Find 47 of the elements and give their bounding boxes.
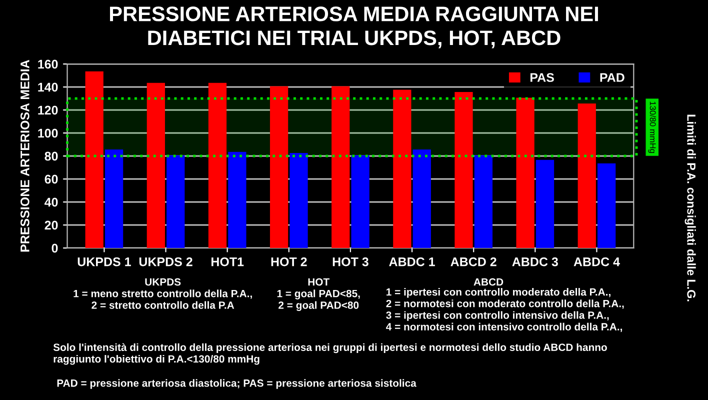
text: HOT 1 = goal PAD<85, 2 = goal PAD<80: [277, 278, 360, 311]
y-tick-label: 80: [44, 152, 58, 161]
bar: [578, 104, 596, 248]
y-axis-title: PRESSIONE ARTERIOSA MEDIA: [20, 60, 30, 252]
bar: [598, 163, 616, 248]
bar: [412, 150, 431, 248]
text: PAD = pressione arteriosa diastolica; PAS = pressione arteriosa sistolica: [57, 379, 416, 389]
bar: [516, 98, 534, 248]
bar: [146, 82, 165, 248]
bar: [104, 150, 124, 248]
bar: [85, 71, 104, 248]
bar: [166, 155, 185, 248]
bar: [208, 82, 227, 248]
bar: [332, 86, 350, 248]
bar: [270, 86, 288, 248]
text: Solo l'intensità di controllo della pressione arteriosa nei gruppi di ipertesi e normotesi dello studio ABCD hanno raggiunto l'obiettivo di P.A.<130/80 mmHg: [53, 343, 607, 365]
x-tick-label: ABDC 3: [512, 257, 558, 266]
bar: [474, 155, 493, 248]
x-tick-label: ABDC 4: [574, 257, 620, 266]
bar: [351, 155, 370, 248]
x-tick-label: HOT1: [212, 257, 244, 266]
y-tick-label: 120: [38, 106, 58, 115]
y-tick-label: 0: [52, 244, 58, 253]
y-tick-label: 20: [44, 220, 58, 230]
legend-label: PAS: [530, 73, 554, 82]
text: ABCD 1 = ipertesi con controllo moderato della P.A., 2 = normotesi con moderato controllo della P.A., 3 = ipertesi con controllo intensivo della P.A., 4 = normotesi con intensivo controllo della P.A.,: [386, 278, 624, 332]
chart-title: PRESSIONE ARTERIOSA MEDIA RAGGIUNTA NEI DIABETICI NEI TRIAL UKPDS, HOT, ABCD: [110, 6, 598, 48]
bar: [228, 152, 246, 248]
text: Limiti di P.A. consigliati dalle L.G.: [684, 114, 696, 302]
x-tick-label: HOT 3: [332, 257, 368, 266]
y-tick-label: 100: [38, 128, 58, 138]
legend-label: PAD: [600, 73, 624, 82]
x-tick-label: HOT 2: [271, 257, 307, 266]
x-tick-label: UKPDS 1: [78, 257, 131, 266]
bar: [454, 92, 473, 248]
band-label: 130/80 mmHg: [648, 102, 656, 153]
x-tick-label: ABCD 2: [450, 257, 496, 266]
y-tick-label: 60: [44, 174, 58, 184]
y-tick-label: 160: [38, 60, 58, 69]
bar: [290, 153, 308, 248]
bar: [393, 90, 412, 248]
text: UKPDS 1 = meno stretto controllo della P.A., 2 = stretto controllo della P.A: [74, 278, 252, 309]
y-tick-label: 40: [44, 198, 58, 207]
x-tick-label: UKPDS 2: [139, 257, 192, 266]
bar: [536, 160, 554, 248]
y-tick-label: 140: [38, 82, 58, 92]
x-tick-label: ABDC 1: [389, 257, 435, 266]
